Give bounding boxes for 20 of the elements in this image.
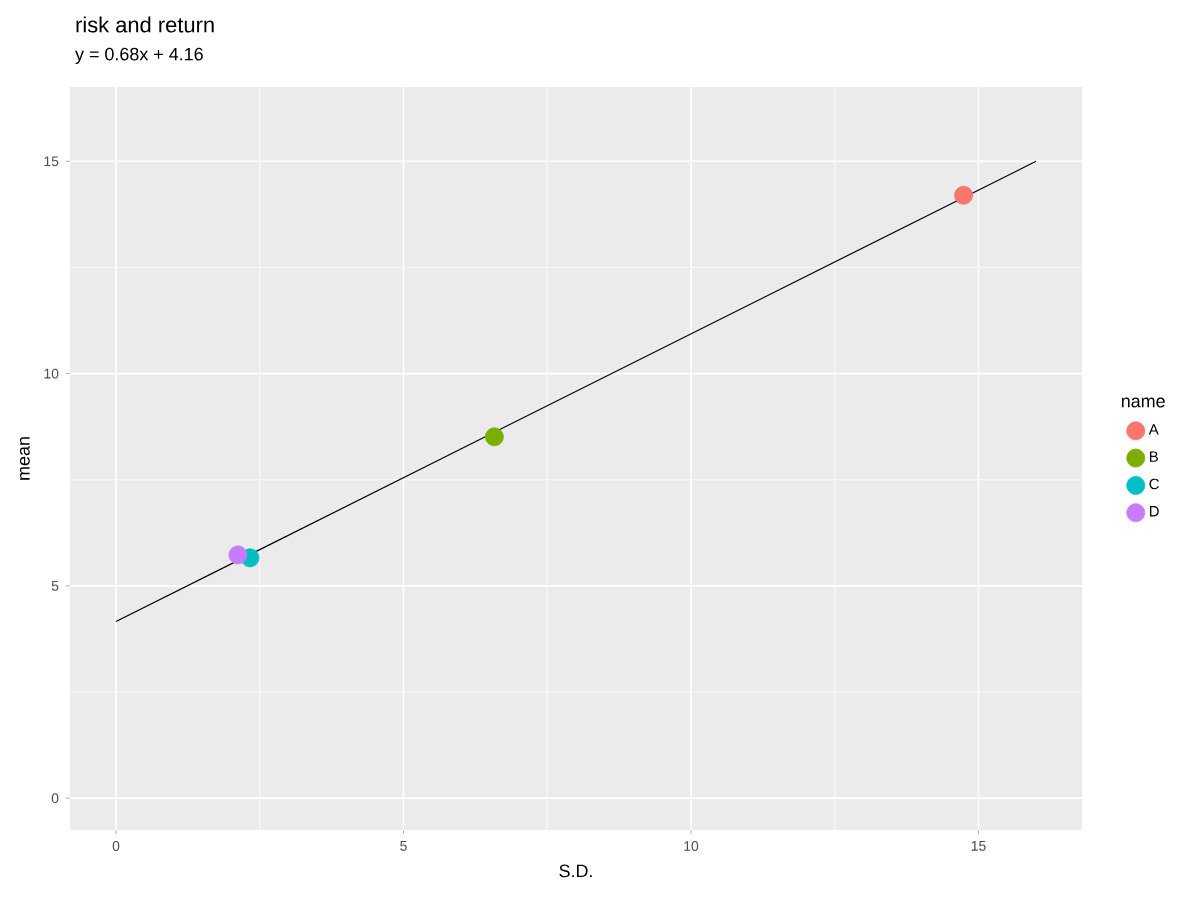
y-tick-label: 5 <box>51 581 59 591</box>
point <box>228 545 248 565</box>
legend-label: A <box>1148 424 1159 435</box>
legend-label: C <box>1149 478 1159 490</box>
point <box>954 185 973 205</box>
point <box>484 427 504 447</box>
y-tick-label: 10 <box>44 368 59 379</box>
y-tick-label: 15 <box>44 156 59 167</box>
x-tick-label: 15 <box>971 841 986 851</box>
chart-title: risk and return <box>76 16 214 33</box>
y-axis-title: mean <box>19 437 30 480</box>
chart-subtitle: y = 0.68x + 4.16 <box>75 47 203 64</box>
x-axis-title: S.D. <box>559 864 592 878</box>
y-tick-label: 0 <box>51 793 59 804</box>
x-tick-label: 5 <box>400 841 407 851</box>
x-tick-label: 0 <box>112 841 120 851</box>
legend-label: B <box>1149 451 1158 462</box>
x-tick-label: 10 <box>684 841 699 851</box>
legend-title: name <box>1121 397 1165 408</box>
legend-label: D <box>1149 506 1159 517</box>
